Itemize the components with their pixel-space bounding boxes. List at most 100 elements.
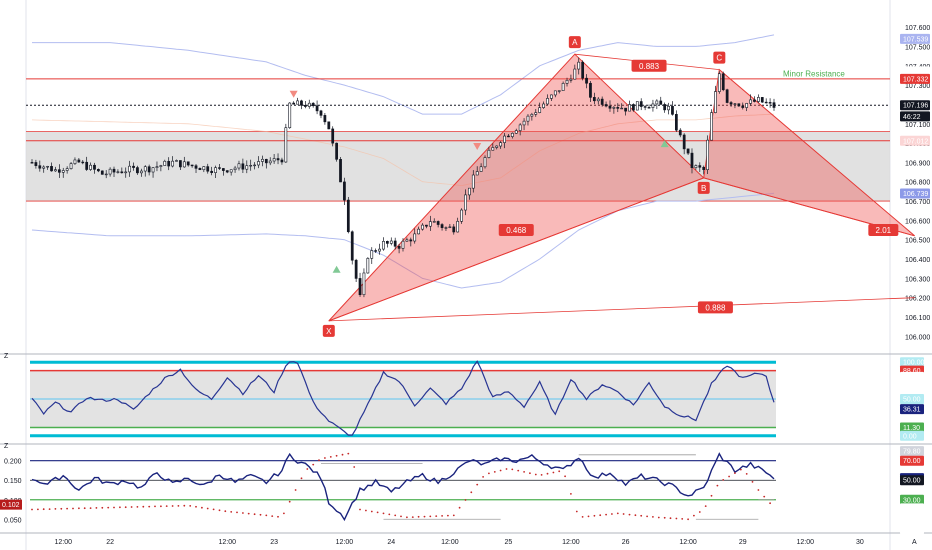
candle-body	[577, 61, 581, 70]
pattern-point-label: B	[701, 184, 706, 193]
candle-body	[514, 130, 518, 134]
candle	[233, 165, 237, 173]
candle	[417, 226, 420, 235]
candle	[81, 160, 85, 165]
candle-body	[229, 169, 233, 173]
candle	[706, 135, 709, 174]
psar-dot	[324, 457, 326, 459]
candle	[592, 92, 596, 105]
candle-body	[237, 163, 241, 169]
psar-dot	[669, 517, 672, 520]
candle	[261, 155, 264, 167]
psar-dot	[95, 507, 98, 509]
candle-body	[503, 135, 506, 143]
psar-dot	[406, 516, 408, 519]
candle	[163, 159, 167, 166]
candle-body	[510, 132, 514, 137]
candle	[50, 162, 53, 172]
y-tick-label: 106.000	[905, 334, 930, 341]
candle-body	[370, 250, 374, 259]
x-tick-label: 25	[505, 539, 513, 546]
candle	[257, 156, 260, 169]
candle	[682, 133, 686, 155]
candle-body	[546, 98, 549, 105]
psar-dot	[605, 513, 607, 516]
pattern-point-label: A	[572, 38, 578, 47]
candle-body	[600, 98, 604, 105]
candle	[386, 240, 389, 248]
lower-band	[31, 192, 775, 289]
psar-dot	[359, 508, 361, 511]
harmonic-line-xb	[328, 177, 704, 322]
candle-body	[104, 173, 108, 176]
stochastic-badge-text: 36.31	[903, 407, 921, 414]
psar-dot	[253, 513, 256, 516]
candle	[620, 103, 624, 110]
stochastic-badge-bg	[900, 357, 924, 368]
candle	[108, 167, 112, 177]
candle-body	[136, 167, 139, 174]
candle	[714, 85, 717, 114]
psar-dot	[646, 515, 648, 518]
psar-dot	[710, 494, 713, 497]
stochastic-badge: 80.00	[900, 371, 924, 382]
candle-body	[690, 152, 694, 169]
candle-body	[573, 68, 577, 80]
x-tick-label: 12:00	[796, 539, 814, 546]
candle	[327, 121, 331, 130]
candle	[440, 223, 444, 231]
pattern-point-x: X	[322, 324, 335, 337]
candle	[350, 230, 354, 265]
candle-body	[717, 73, 721, 92]
psar-dot	[242, 512, 244, 514]
psar-dot	[540, 474, 543, 476]
candle-body	[81, 161, 85, 164]
candle-body	[448, 226, 452, 228]
candle-body	[30, 162, 34, 164]
candle-body	[175, 160, 178, 162]
price-badge: 107.539	[900, 33, 930, 44]
candle	[323, 113, 327, 125]
x-tick-label: 12:00	[562, 539, 580, 546]
candle-body	[382, 241, 385, 250]
psar-dot	[365, 509, 367, 512]
candle	[456, 217, 460, 233]
psar-dot	[663, 516, 666, 519]
candle	[54, 166, 57, 172]
candle-body	[553, 90, 557, 96]
candle	[124, 167, 128, 178]
candle	[57, 164, 61, 178]
candle	[128, 160, 132, 177]
candle	[93, 162, 96, 174]
psar-dot	[294, 489, 297, 491]
candle	[530, 112, 534, 121]
x-tick-label: 29	[739, 539, 747, 546]
candle	[276, 153, 280, 165]
psar-dot	[657, 516, 660, 519]
candle-body	[120, 171, 124, 174]
candle	[444, 226, 448, 232]
psar-dot	[616, 512, 619, 515]
candle-body	[702, 166, 706, 170]
candle	[198, 167, 202, 171]
candle	[565, 77, 569, 87]
psar-dot	[769, 502, 771, 505]
candle-body	[288, 102, 292, 128]
stochastic-badge-text: 11.30	[903, 425, 920, 432]
rsi-badge: 21.15	[900, 503, 924, 514]
rsi-pane: 0.2000.1500.1000.0500.10279.8070.0052.16…	[0, 446, 924, 535]
candle-body	[358, 278, 362, 295]
candle	[30, 159, 34, 164]
candle-body	[421, 224, 424, 230]
price-badge-bg	[900, 135, 930, 146]
psar-dot	[312, 463, 315, 466]
candle	[628, 100, 631, 112]
candle	[698, 162, 702, 172]
candle-body	[686, 148, 690, 154]
psar-dot	[124, 506, 127, 509]
candle	[116, 169, 120, 174]
rsi-badge-bg	[900, 524, 924, 535]
candle	[764, 98, 768, 104]
x-tick-label: 26	[622, 539, 630, 546]
candle-body	[440, 224, 444, 228]
